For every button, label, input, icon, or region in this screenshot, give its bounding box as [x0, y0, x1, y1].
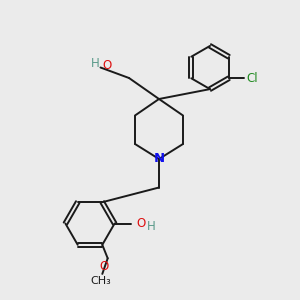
- Text: H: H: [146, 220, 155, 233]
- Text: N: N: [153, 152, 165, 166]
- Text: H: H: [91, 57, 100, 70]
- Text: O: O: [100, 260, 109, 273]
- Text: CH₃: CH₃: [90, 275, 111, 286]
- Text: O: O: [136, 217, 145, 230]
- Text: O: O: [103, 59, 112, 72]
- Text: Cl: Cl: [246, 72, 258, 85]
